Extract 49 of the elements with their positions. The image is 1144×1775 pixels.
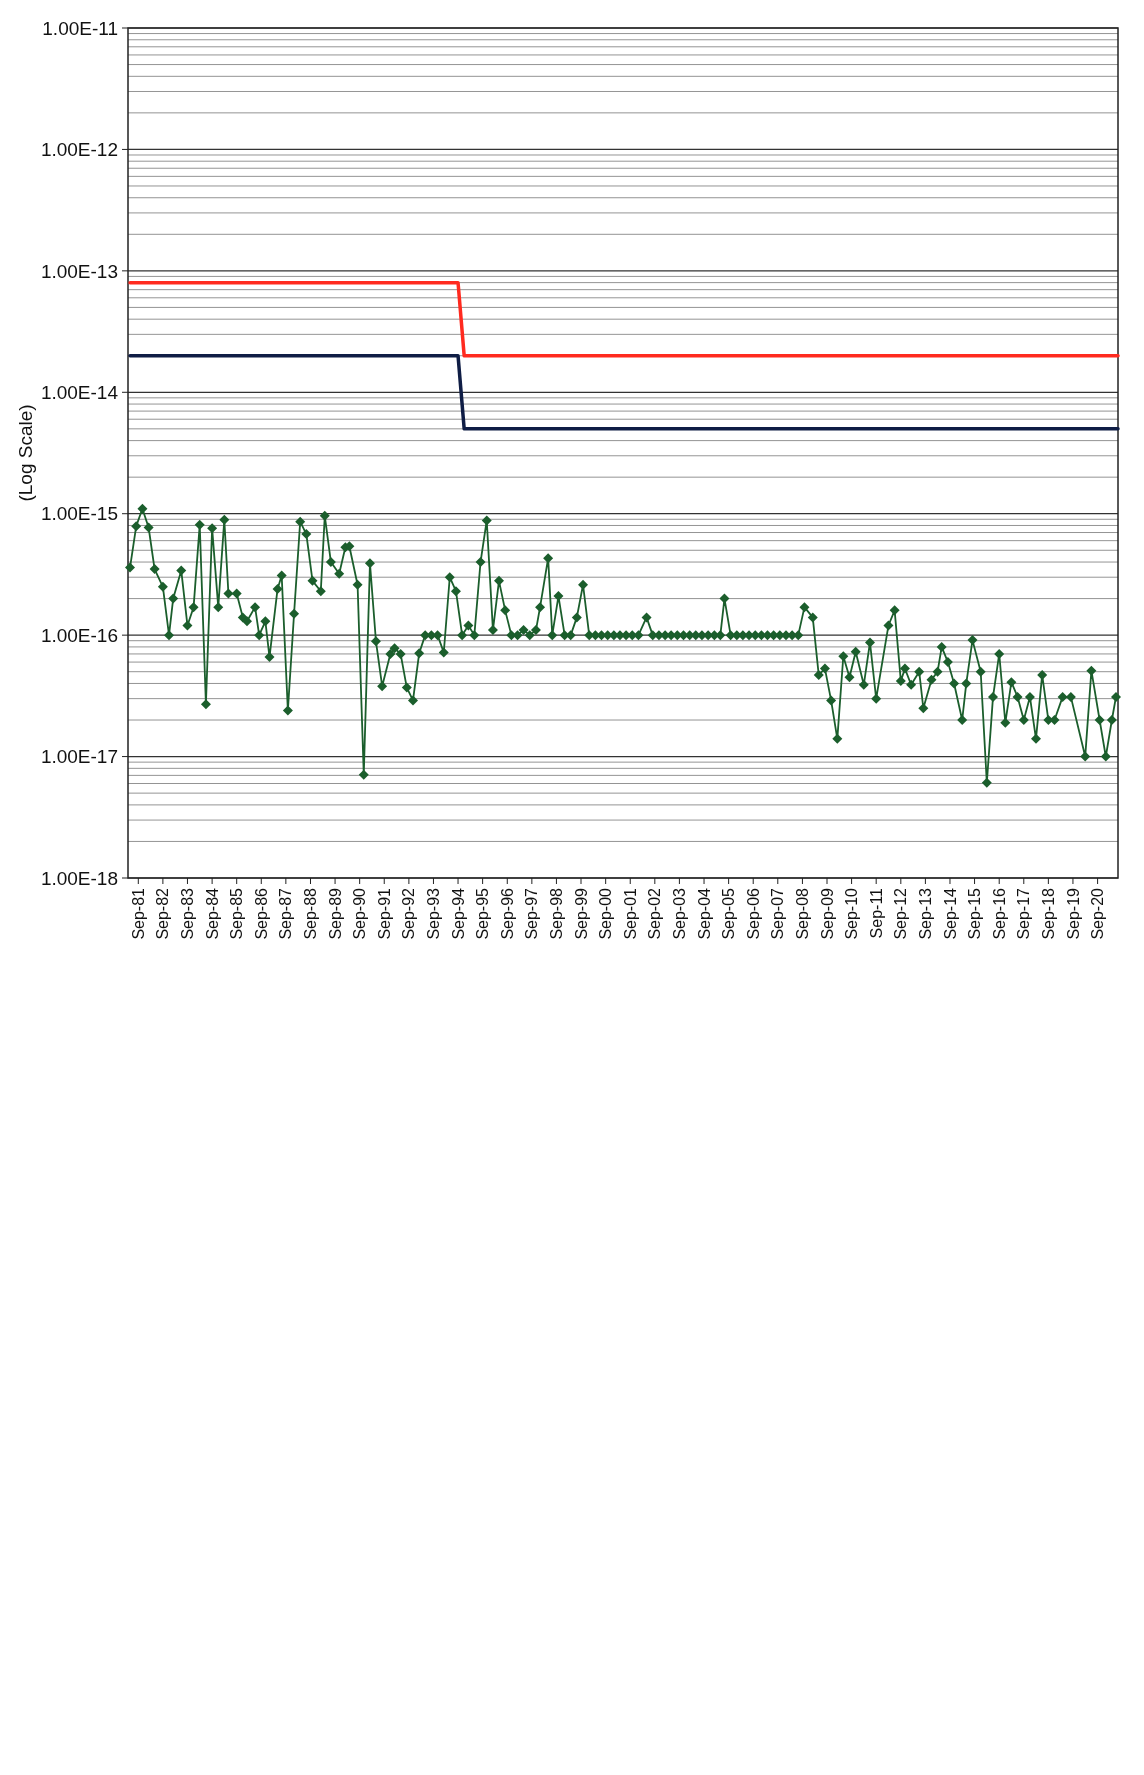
x-tick-label: Sep-98 xyxy=(548,887,566,940)
x-tick-label: Sep-15 xyxy=(966,887,984,940)
x-tick-label: Sep-81 xyxy=(129,887,147,940)
x-tick-label: Sep-16 xyxy=(990,887,1008,940)
x-tick-label: Sep-87 xyxy=(277,887,295,940)
x-tick-label: Sep-20 xyxy=(1089,887,1107,940)
x-tick-label: Sep-89 xyxy=(326,887,344,940)
x-tick-label: Sep-03 xyxy=(671,887,688,940)
x-tick-label: Sep-10 xyxy=(843,887,861,940)
x-tick-label: Sep-84 xyxy=(203,887,221,940)
x-tick-label: Sep-18 xyxy=(1039,887,1057,940)
y-tick-label: 1.00E-14 xyxy=(40,381,119,403)
x-tick-label: Sep-02 xyxy=(646,887,664,940)
x-tick-label: Sep-83 xyxy=(179,887,197,940)
x-tick-label: Sep-90 xyxy=(351,887,369,940)
x-tick-label: Sep-85 xyxy=(228,887,246,940)
x-tick-label: Sep-00 xyxy=(597,887,615,940)
x-tick-label: Sep-14 xyxy=(941,887,959,940)
x-tick-label: Sep-05 xyxy=(720,887,738,940)
x-tick-label: Sep-96 xyxy=(498,887,516,940)
y-tick-label: 1.00E-15 xyxy=(40,503,118,525)
y-tick-label: 1.00E-18 xyxy=(40,867,118,889)
y-tick-label: 1.00E-16 xyxy=(40,624,118,646)
x-tick-label: Sep-94 xyxy=(449,887,467,940)
y-tick-label: 1.00E-11 xyxy=(42,17,118,39)
x-tick-label: Sep-86 xyxy=(252,887,270,940)
x-tick-label: Sep-92 xyxy=(400,887,418,940)
x-tick-label: Sep-99 xyxy=(572,887,590,940)
x-tick-label: Sep-13 xyxy=(917,887,934,940)
x-tick-label: Sep-06 xyxy=(744,887,762,940)
x-tick-label: Sep-17 xyxy=(1015,887,1033,940)
x-tick-label: Sep-08 xyxy=(794,887,812,940)
x-tick-label: Sep-95 xyxy=(474,887,492,940)
x-tick-label: Sep-09 xyxy=(818,887,836,940)
x-tick-label: Sep-12 xyxy=(892,887,910,940)
y-tick-label: 1.00E-17 xyxy=(40,746,118,768)
x-tick-label: Sep-19 xyxy=(1064,887,1082,940)
x-tick-label: Sep-11 xyxy=(867,887,885,939)
x-tick-label: Sep-01 xyxy=(621,887,639,940)
x-tick-label: Sep-07 xyxy=(769,887,787,940)
x-tick-label: Sep-97 xyxy=(523,887,541,940)
y-tick-label: 1.00E-12 xyxy=(40,139,118,161)
x-tick-label: Sep-91 xyxy=(375,887,393,940)
x-tick-label: Sep-82 xyxy=(154,887,172,940)
x-tick-label: Sep-04 xyxy=(695,887,713,940)
y-tick-label: 1.00E-13 xyxy=(40,260,118,282)
y-axis-title: (Log Scale) xyxy=(15,404,36,502)
x-tick-label: Sep-93 xyxy=(425,887,443,940)
x-tick-label: Sep-88 xyxy=(302,887,320,940)
